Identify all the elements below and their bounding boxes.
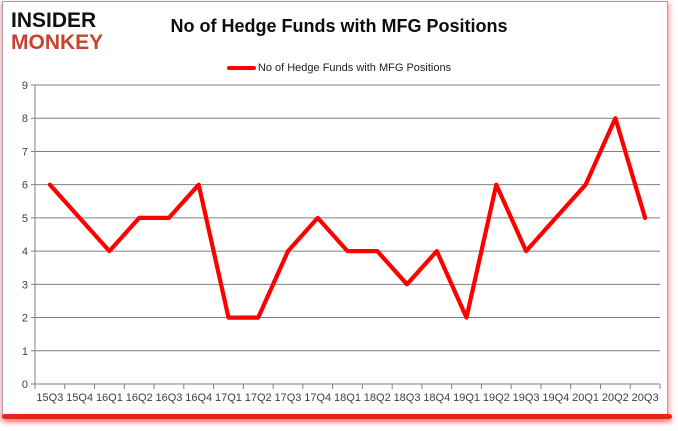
logo-line1: INSIDER bbox=[11, 9, 97, 32]
legend: No of Hedge Funds with MFG Positions bbox=[0, 60, 678, 76]
svg-text:18Q1: 18Q1 bbox=[334, 392, 361, 404]
logo-line2: MONKEY bbox=[11, 31, 104, 54]
svg-text:6: 6 bbox=[22, 180, 28, 192]
svg-text:5: 5 bbox=[22, 213, 28, 225]
svg-text:17Q4: 17Q4 bbox=[304, 392, 331, 404]
svg-text:15Q4: 15Q4 bbox=[66, 392, 93, 404]
svg-text:8: 8 bbox=[22, 113, 28, 125]
svg-text:20Q1: 20Q1 bbox=[572, 392, 599, 404]
svg-text:19Q4: 19Q4 bbox=[542, 392, 569, 404]
legend-line-swatch bbox=[226, 66, 256, 70]
svg-text:18Q4: 18Q4 bbox=[423, 392, 450, 404]
svg-text:16Q3: 16Q3 bbox=[155, 392, 182, 404]
svg-text:15Q3: 15Q3 bbox=[36, 392, 63, 404]
chart-card bbox=[2, 1, 668, 418]
svg-text:20Q2: 20Q2 bbox=[602, 392, 629, 404]
svg-text:17Q2: 17Q2 bbox=[245, 392, 272, 404]
svg-text:19Q1: 19Q1 bbox=[453, 392, 480, 404]
svg-text:19Q2: 19Q2 bbox=[483, 392, 510, 404]
svg-text:9: 9 bbox=[22, 80, 28, 92]
svg-text:17Q3: 17Q3 bbox=[275, 392, 302, 404]
svg-text:0: 0 bbox=[22, 379, 28, 391]
svg-text:20Q3: 20Q3 bbox=[632, 392, 659, 404]
svg-text:1: 1 bbox=[22, 346, 28, 358]
legend-label: No of Hedge Funds with MFG Positions bbox=[257, 62, 452, 74]
svg-text:3: 3 bbox=[22, 279, 28, 291]
svg-text:16Q2: 16Q2 bbox=[126, 392, 153, 404]
svg-text:18Q3: 18Q3 bbox=[394, 392, 421, 404]
svg-text:2: 2 bbox=[22, 313, 28, 325]
chart-title: No of Hedge Funds with MFG Positions bbox=[170, 16, 508, 36]
insider-monkey-logo: INSIDER MONKEY bbox=[11, 10, 103, 54]
bottom-red-bar bbox=[2, 414, 672, 419]
svg-text:18Q2: 18Q2 bbox=[364, 392, 391, 404]
svg-text:16Q1: 16Q1 bbox=[96, 392, 123, 404]
svg-text:7: 7 bbox=[22, 146, 28, 158]
svg-text:19Q3: 19Q3 bbox=[513, 392, 540, 404]
svg-text:16Q4: 16Q4 bbox=[185, 392, 212, 404]
svg-text:17Q1: 17Q1 bbox=[215, 392, 242, 404]
svg-text:4: 4 bbox=[22, 246, 28, 258]
